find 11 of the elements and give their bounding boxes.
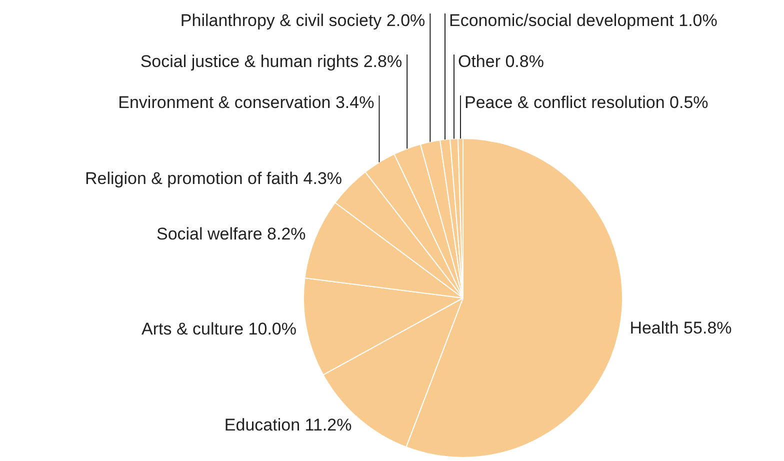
slice-label: Social welfare 8.2% bbox=[156, 224, 306, 244]
slice-label: Religion & promotion of faith 4.3% bbox=[84, 168, 342, 188]
slice-label: Economic/social development 1.0% bbox=[449, 11, 718, 30]
slice-label: Social justice & human rights 2.8% bbox=[140, 52, 402, 72]
slice-label: Other 0.8% bbox=[458, 52, 544, 72]
slice-label: Environment & conservation 3.4% bbox=[118, 93, 374, 112]
slice-label: Arts & culture 10.0% bbox=[142, 319, 296, 338]
slice-label: Health 55.8% bbox=[630, 318, 732, 338]
slice-label: Philanthropy & civil society 2.0% bbox=[180, 11, 426, 30]
slice-label: Education 11.2% bbox=[224, 416, 352, 435]
slice-label: Peace & conflict resolution 0.5% bbox=[464, 93, 708, 112]
